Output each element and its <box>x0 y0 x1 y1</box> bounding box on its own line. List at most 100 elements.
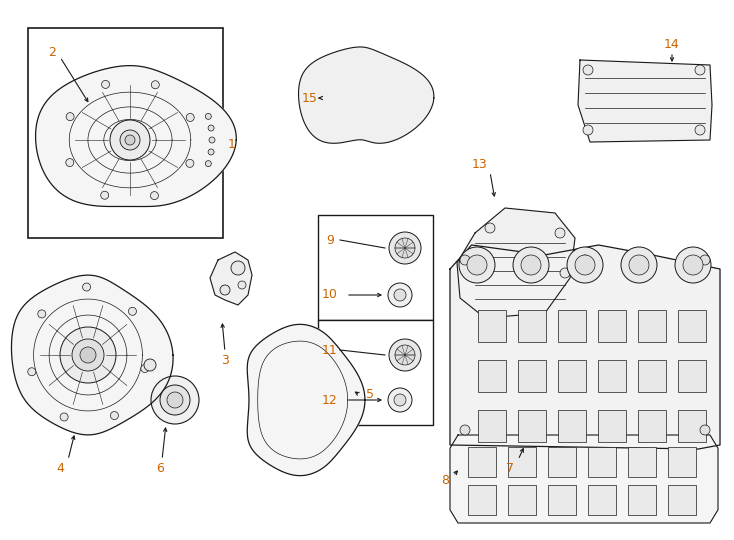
Circle shape <box>80 347 96 363</box>
Circle shape <box>460 425 470 435</box>
Circle shape <box>555 228 565 238</box>
Bar <box>508 485 536 515</box>
Bar <box>468 485 496 515</box>
Bar <box>638 310 666 342</box>
Circle shape <box>60 327 116 383</box>
Circle shape <box>72 339 104 371</box>
Circle shape <box>186 113 195 122</box>
Bar <box>318 215 433 320</box>
Circle shape <box>583 125 593 135</box>
Bar <box>478 360 506 392</box>
Text: 5: 5 <box>366 388 374 402</box>
Text: 6: 6 <box>156 462 164 475</box>
Bar <box>548 485 576 515</box>
Bar <box>678 410 706 442</box>
Bar <box>668 447 696 477</box>
Bar <box>598 360 626 392</box>
Circle shape <box>151 81 159 89</box>
Circle shape <box>110 120 150 160</box>
Bar <box>558 360 586 392</box>
Circle shape <box>101 191 109 199</box>
Circle shape <box>101 80 109 89</box>
Text: 7: 7 <box>506 462 514 475</box>
Circle shape <box>66 159 74 166</box>
Text: 4: 4 <box>56 462 64 475</box>
Polygon shape <box>578 60 712 142</box>
Bar <box>588 485 616 515</box>
Bar <box>628 447 656 477</box>
Circle shape <box>700 425 710 435</box>
Text: 3: 3 <box>221 354 229 367</box>
Circle shape <box>521 255 541 275</box>
Bar <box>28 28 223 238</box>
Circle shape <box>209 137 215 143</box>
Circle shape <box>151 376 199 424</box>
Text: 12: 12 <box>322 394 338 407</box>
Bar <box>518 310 546 342</box>
Polygon shape <box>35 65 236 206</box>
Text: 10: 10 <box>322 288 338 301</box>
Circle shape <box>459 247 495 283</box>
Circle shape <box>110 411 118 420</box>
Text: 2: 2 <box>48 45 56 58</box>
Circle shape <box>560 268 570 278</box>
Circle shape <box>513 247 549 283</box>
Circle shape <box>388 283 412 307</box>
Circle shape <box>208 125 214 131</box>
Circle shape <box>167 392 183 408</box>
Bar <box>558 310 586 342</box>
Circle shape <box>37 310 46 318</box>
Circle shape <box>629 255 649 275</box>
Circle shape <box>120 130 140 150</box>
Circle shape <box>395 345 415 365</box>
Circle shape <box>695 125 705 135</box>
Bar <box>518 360 546 392</box>
Circle shape <box>238 281 246 289</box>
Text: 8: 8 <box>441 474 449 487</box>
Circle shape <box>231 261 245 275</box>
Bar <box>668 485 696 515</box>
Circle shape <box>150 192 159 200</box>
Polygon shape <box>299 47 434 143</box>
Bar <box>598 410 626 442</box>
Circle shape <box>389 232 421 264</box>
Circle shape <box>125 135 135 145</box>
Bar <box>318 320 433 425</box>
Circle shape <box>160 385 190 415</box>
Bar <box>638 360 666 392</box>
Polygon shape <box>12 275 173 435</box>
Text: 1: 1 <box>228 138 236 152</box>
Circle shape <box>575 255 595 275</box>
Bar <box>548 447 576 477</box>
Circle shape <box>394 394 406 406</box>
Text: 15: 15 <box>302 91 318 105</box>
Circle shape <box>567 247 603 283</box>
Circle shape <box>460 255 470 265</box>
Circle shape <box>66 113 74 120</box>
Circle shape <box>395 238 415 258</box>
Polygon shape <box>247 325 365 476</box>
Bar <box>558 410 586 442</box>
Circle shape <box>683 255 703 275</box>
Circle shape <box>700 255 710 265</box>
Circle shape <box>141 364 149 373</box>
Bar <box>508 447 536 477</box>
Circle shape <box>675 247 711 283</box>
Text: 11: 11 <box>322 343 338 356</box>
Polygon shape <box>450 245 720 449</box>
Text: 9: 9 <box>326 233 334 246</box>
Circle shape <box>389 339 421 371</box>
Bar <box>518 410 546 442</box>
Bar <box>598 310 626 342</box>
Polygon shape <box>457 208 575 318</box>
Circle shape <box>467 255 487 275</box>
Circle shape <box>28 368 36 376</box>
Bar <box>478 310 506 342</box>
Circle shape <box>144 359 156 371</box>
Circle shape <box>388 388 412 412</box>
Circle shape <box>206 160 211 167</box>
Polygon shape <box>450 435 718 523</box>
Circle shape <box>186 159 194 167</box>
Circle shape <box>583 65 593 75</box>
Circle shape <box>394 289 406 301</box>
